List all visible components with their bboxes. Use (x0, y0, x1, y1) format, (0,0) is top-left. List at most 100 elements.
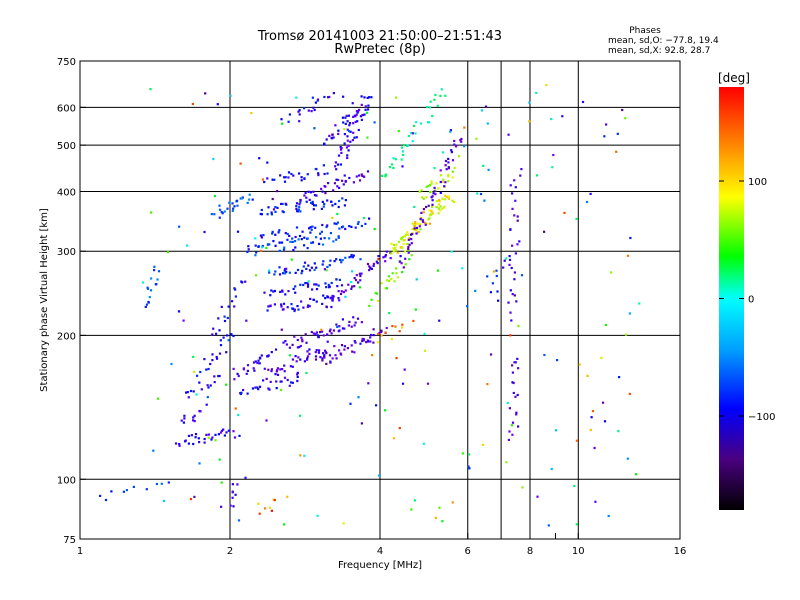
echo-point (257, 388, 260, 391)
echo-point (352, 131, 355, 134)
echo-point (323, 268, 326, 271)
echo-point (389, 257, 392, 260)
x-tick-label: 10 (572, 546, 585, 557)
echo-point (357, 128, 360, 132)
echo-point (297, 208, 300, 211)
echo-point (586, 374, 589, 377)
echo-point (360, 103, 363, 106)
echo-point (145, 488, 148, 491)
echo-point (447, 195, 450, 198)
echo-point (222, 428, 225, 431)
echo-point (314, 226, 317, 229)
echo-point (348, 256, 351, 259)
echo-point (213, 195, 216, 198)
echo-point (324, 282, 327, 285)
echo-point (335, 178, 338, 181)
echo-point (409, 233, 413, 236)
echo-point (347, 114, 350, 117)
echo-point (414, 132, 417, 135)
echo-point (404, 263, 407, 266)
echo-point (193, 420, 196, 423)
echo-point (362, 339, 365, 342)
echo-point (431, 203, 434, 206)
echo-point (437, 212, 440, 215)
echo-point (155, 283, 158, 286)
echo-point (341, 318, 344, 321)
echo-point (294, 240, 297, 243)
echo-point (495, 274, 498, 278)
echo-point (276, 373, 280, 376)
echo-point (214, 439, 217, 442)
echo-point (313, 268, 316, 271)
echo-point (350, 225, 353, 228)
echo-point (364, 105, 367, 108)
y-tick-label: 75 (63, 535, 76, 546)
echo-point (343, 133, 346, 136)
echo-point (125, 489, 128, 492)
echo-point (511, 293, 514, 296)
echo-point (353, 324, 356, 327)
echo-point (211, 353, 214, 356)
echo-point (447, 180, 450, 183)
echo-point (324, 297, 327, 300)
echo-point (300, 336, 303, 339)
echo-point (352, 316, 355, 319)
data-points (99, 84, 641, 527)
echo-point (356, 111, 359, 114)
echo-point (419, 122, 423, 125)
echo-point (367, 108, 370, 111)
echo-point (370, 298, 373, 301)
echo-point (492, 270, 495, 273)
echo-point (219, 339, 222, 342)
echo-point (322, 205, 325, 208)
echo-point (518, 240, 521, 243)
echo-point (192, 419, 195, 422)
echo-point (395, 357, 398, 360)
colorbar-tick-label: 100 (748, 177, 767, 188)
echo-point (195, 393, 198, 396)
echo-point (220, 505, 223, 508)
echo-point (269, 380, 272, 383)
echo-point (205, 433, 208, 436)
echo-point (439, 180, 442, 184)
echo-point (312, 298, 315, 301)
echo-point (248, 198, 251, 201)
echo-point (341, 259, 344, 262)
echo-point (354, 115, 357, 118)
echo-point (270, 289, 273, 292)
echo-point (231, 202, 234, 205)
echo-point (267, 206, 270, 209)
echo-point (377, 258, 380, 261)
echo-point (400, 146, 403, 149)
echo-point (287, 120, 290, 123)
echo-point (321, 200, 324, 203)
echo-point (331, 299, 334, 302)
echo-point (355, 274, 358, 277)
echo-point (268, 243, 271, 246)
echo-point (300, 300, 303, 303)
echo-point (352, 122, 355, 125)
echo-point (516, 393, 519, 397)
echo-point (392, 243, 396, 247)
echo-point (282, 272, 285, 275)
echo-point (382, 256, 385, 259)
echo-point (258, 385, 262, 388)
echo-point (295, 202, 299, 205)
echo-point (283, 176, 286, 179)
echo-point (285, 270, 288, 273)
echo-point (346, 156, 349, 160)
echo-point (278, 249, 281, 252)
echo-point (318, 349, 321, 352)
echo-point (279, 174, 282, 177)
echo-point (292, 307, 295, 310)
echo-point (521, 486, 524, 489)
echo-point (431, 212, 434, 215)
echo-point (297, 238, 300, 241)
echo-point (381, 174, 384, 177)
echo-point (615, 150, 618, 153)
echo-point (304, 333, 307, 336)
echo-point (321, 263, 324, 266)
echo-point (213, 213, 216, 216)
echo-point (467, 453, 471, 456)
echo-point (337, 290, 340, 293)
